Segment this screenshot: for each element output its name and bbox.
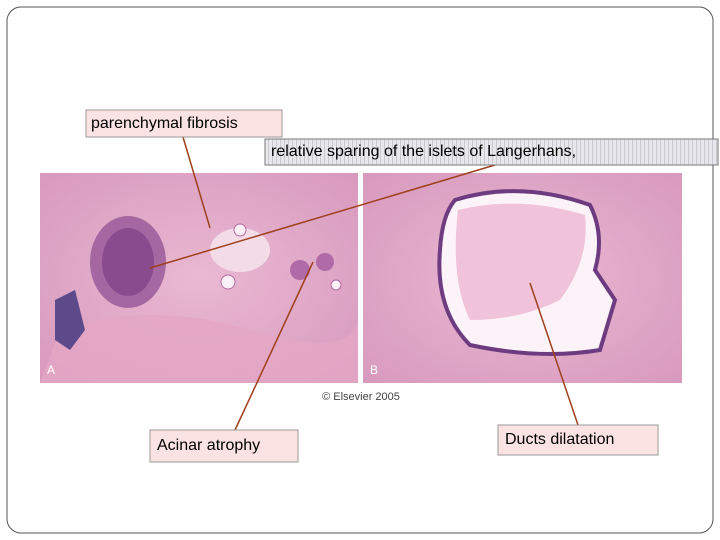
label-box	[264, 138, 719, 166]
panel-label: A	[47, 363, 55, 377]
annotation: Ducts dilatation	[505, 431, 614, 448]
annotation: relative sparing of the islets of Langer…	[271, 143, 576, 160]
image-credit: © Elsevier 2005	[322, 391, 400, 403]
annotation: parenchymal fibrosis	[91, 115, 238, 132]
label-box	[85, 109, 283, 138]
label-box	[149, 429, 299, 463]
panel-label: B	[370, 363, 378, 377]
annotation: Acinar atrophy	[157, 437, 260, 454]
label-box	[497, 424, 659, 456]
pointer-lines	[149, 136, 579, 431]
